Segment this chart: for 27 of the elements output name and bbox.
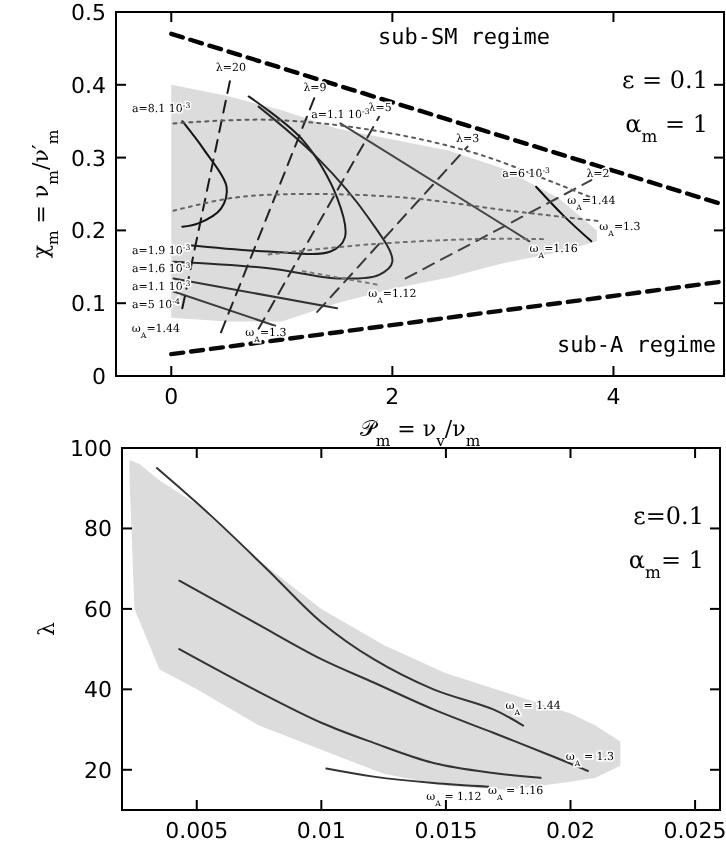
y-tick-label: 0.2 — [71, 218, 106, 245]
x-tick-label: 4 — [606, 384, 621, 410]
x-tick-label: 0 — [164, 384, 179, 410]
y-tick-label: 0.4 — [71, 72, 106, 99]
y-tick-label: 20 — [84, 757, 112, 784]
annotation: ε = 0.1 — [622, 66, 708, 94]
x-axis-title: 𝒫$_{m}$ = ν$_{v}$/ν$_{m}$ — [359, 416, 482, 449]
y-tick-label: 100 — [70, 436, 112, 462]
x-tick-label: 0.02 — [546, 818, 595, 844]
x-tick-label: 0.025 — [663, 818, 726, 844]
y-tick-label: 60 — [84, 596, 112, 623]
annotation: ε=0.1 — [633, 502, 704, 530]
y-tick-label: 0.3 — [71, 145, 106, 172]
y-tick-label: 0.5 — [71, 0, 106, 26]
y-tick-label: 40 — [84, 677, 112, 704]
y-tick-label: 0.1 — [71, 291, 106, 318]
annotation: sub-SM regime — [377, 24, 551, 50]
annotation: sub-A regime — [557, 332, 716, 358]
y-tick-label: 80 — [84, 516, 112, 543]
x-tick-label: 2 — [385, 384, 400, 410]
x-tick-label: 0.01 — [296, 818, 346, 844]
annotation: α$_{m}$ = 1 — [625, 110, 708, 146]
annotation: α$_{m}$= 1 — [628, 546, 704, 582]
y-axis-title: λ — [34, 621, 60, 636]
y-tick-label: 0 — [92, 364, 106, 390]
x-tick-label: 0.005 — [165, 818, 229, 844]
x-tick-label: 0.015 — [414, 818, 478, 844]
